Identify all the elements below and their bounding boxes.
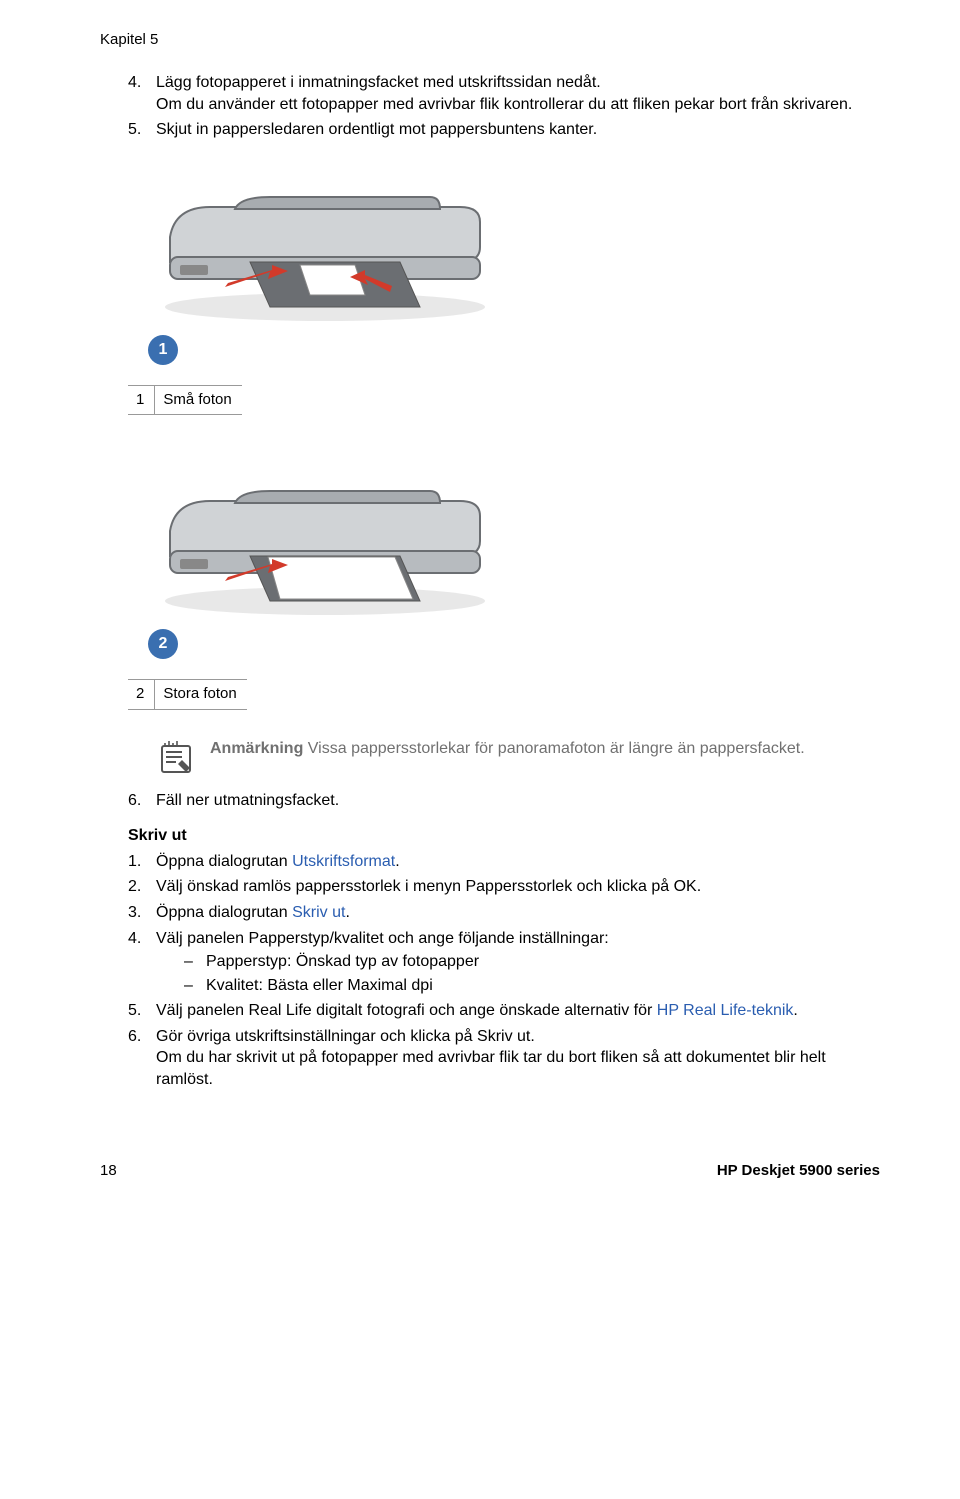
- print-step-4: 4. Välj panelen Papperstyp/kvalitet och …: [128, 928, 880, 997]
- step-text: Välj panelen Papperstyp/kvalitet och ang…: [156, 930, 609, 947]
- chapter-title: Kapitel 5: [100, 30, 880, 50]
- figure-legend-1: 1Små foton: [128, 385, 242, 415]
- intro-step-list: 4. Lägg fotopapperet i inmatningsfacket …: [100, 72, 880, 141]
- page-number: 18: [100, 1161, 117, 1181]
- step-number: 5.: [128, 119, 141, 141]
- note-block: Anmärkning Vissa pappersstorlekar för pa…: [156, 738, 836, 776]
- print-step-6: 6. Gör övriga utskriftsinställningar och…: [128, 1026, 880, 1091]
- intro-step-5: 5. Skjut in pappersledaren ordentligt mo…: [128, 119, 880, 141]
- link-hp-real-life[interactable]: HP Real Life-teknik: [657, 1002, 794, 1019]
- print-step-4-sublist: Papperstyp: Önskad typ av fotopapper Kva…: [184, 951, 880, 996]
- step-text: Om du har skrivit ut på fotopapper med a…: [156, 1049, 826, 1088]
- note-body: Vissa pappersstorlekar för panoramafoton…: [303, 740, 804, 757]
- link-skriv-ut[interactable]: Skriv ut: [292, 904, 345, 921]
- step-text: Lägg fotopapperet i inmatningsfacket med…: [156, 74, 601, 91]
- step-text: Gör övriga utskriftsinställningar och kl…: [156, 1028, 535, 1045]
- figure-badge-1: 1: [148, 335, 178, 365]
- product-name: HP Deskjet 5900 series: [717, 1161, 880, 1181]
- figure-small-photos: 1: [140, 167, 880, 371]
- figure-large-photos: 2: [140, 461, 880, 665]
- print-step-3: 3. Öppna dialogrutan Skriv ut.: [128, 902, 880, 924]
- step-number: 2.: [128, 876, 141, 898]
- step-text: Välj önskad ramlös pappersstorlek i meny…: [156, 878, 701, 895]
- step-number: 4.: [128, 928, 141, 950]
- note-label: Anmärkning: [210, 740, 303, 757]
- post-note-list: 6. Fäll ner utmatningsfacket.: [100, 790, 880, 812]
- step-number: 6.: [128, 790, 141, 812]
- step-number: 5.: [128, 1000, 141, 1022]
- legend-number: 1: [128, 386, 155, 414]
- step-text: Öppna dialogrutan: [156, 904, 292, 921]
- step-text: Om du använder ett fotopapper med avrivb…: [156, 96, 852, 113]
- print-step-1: 1. Öppna dialogrutan Utskriftsformat.: [128, 851, 880, 873]
- step-number: 4.: [128, 72, 141, 94]
- sub-item: Papperstyp: Önskad typ av fotopapper: [184, 951, 880, 973]
- print-step-5: 5. Välj panelen Real Life digitalt fotog…: [128, 1000, 880, 1022]
- figure-legend-2: 2Stora foton: [128, 679, 247, 709]
- page-footer: 18 HP Deskjet 5900 series: [100, 1161, 880, 1181]
- step-text: Öppna dialogrutan: [156, 853, 292, 870]
- figure-badge-2: 2: [148, 629, 178, 659]
- step-text: Välj panelen Real Life digitalt fotograf…: [156, 1002, 657, 1019]
- sub-item: Kvalitet: Bästa eller Maximal dpi: [184, 975, 880, 997]
- step-text: .: [793, 1002, 797, 1019]
- printer-illustration: [140, 461, 510, 621]
- step-number: 3.: [128, 902, 141, 924]
- step-number: 1.: [128, 851, 141, 873]
- document-page: Kapitel 5 4. Lägg fotopapperet i inmatni…: [0, 0, 960, 1221]
- legend-text: Små foton: [155, 386, 241, 414]
- note-text: Anmärkning Vissa pappersstorlekar för pa…: [210, 738, 805, 760]
- legend-number: 2: [128, 680, 155, 708]
- step-text: .: [395, 853, 399, 870]
- printer-illustration: [140, 167, 510, 327]
- print-step-2: 2. Välj önskad ramlös pappersstorlek i m…: [128, 876, 880, 898]
- legend-text: Stora foton: [155, 680, 246, 708]
- intro-step-4: 4. Lägg fotopapperet i inmatningsfacket …: [128, 72, 880, 115]
- step-number: 6.: [128, 1026, 141, 1048]
- step-text: Skjut in pappersledaren ordentligt mot p…: [156, 121, 597, 138]
- print-step-list: 1. Öppna dialogrutan Utskriftsformat. 2.…: [100, 851, 880, 1091]
- link-utskriftsformat[interactable]: Utskriftsformat: [292, 853, 395, 870]
- note-icon: [156, 740, 196, 776]
- print-heading: Skriv ut: [128, 825, 880, 847]
- step-text: .: [345, 904, 349, 921]
- step-text: Fäll ner utmatningsfacket.: [156, 792, 339, 809]
- step-6: 6. Fäll ner utmatningsfacket.: [128, 790, 880, 812]
